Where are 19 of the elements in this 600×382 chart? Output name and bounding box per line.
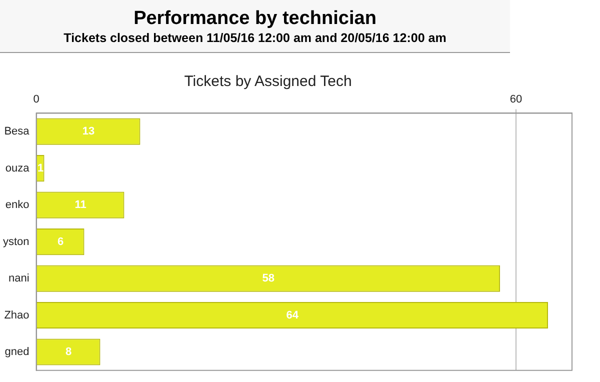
data-label: 58 — [262, 272, 275, 285]
x-tick-label: 60 — [510, 94, 522, 106]
y-tick-label: gned — [4, 346, 30, 358]
data-label: 6 — [57, 236, 64, 248]
data-label: 64 — [286, 309, 300, 322]
y-tick-label: Zhao — [4, 309, 30, 322]
data-label: 8 — [65, 346, 72, 358]
y-tick-label: ouza — [5, 162, 30, 174]
y-tick-label: Besa — [4, 126, 30, 138]
data-label: 11 — [74, 199, 86, 212]
y-tick-label: enko — [5, 199, 30, 212]
chart-subtitle: Tickets closed between 11/05/16 12:00 am and 20/05/16 12:00 am — [62, 31, 448, 45]
chart-title: Performance by technician — [132, 7, 378, 30]
data-label: 13 — [82, 126, 95, 138]
text: Tickets by Assigned Tech — [183, 73, 353, 90]
data-label: 1 — [37, 162, 44, 174]
y-tick-label: yston — [2, 236, 30, 248]
y-tick-label: nani — [8, 272, 30, 285]
x-tick-label: 0 — [33, 94, 40, 106]
